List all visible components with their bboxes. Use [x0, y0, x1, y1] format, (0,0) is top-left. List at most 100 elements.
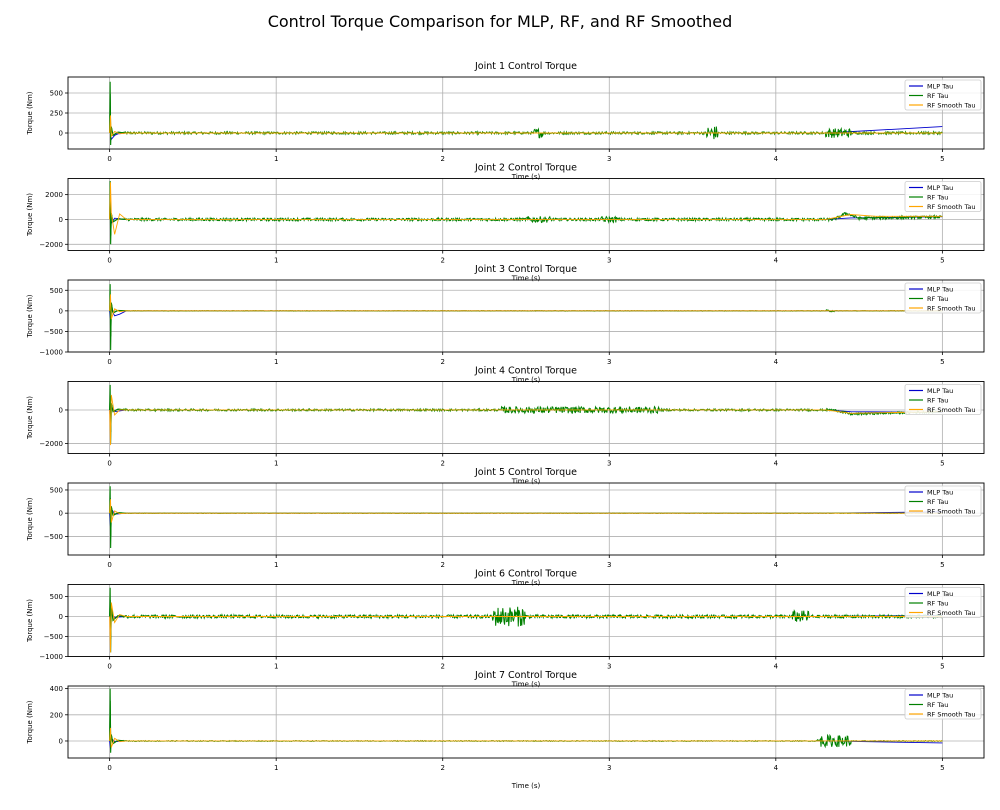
x-tick-label: 3 [607, 561, 611, 569]
subplot-title: Joint 5 Control Torque [474, 467, 577, 478]
series-line [109, 182, 943, 235]
x-tick-label: 4 [774, 155, 779, 163]
y-tick-label: 200 [50, 711, 63, 719]
x-tick-label: 3 [607, 460, 611, 468]
series-group [109, 587, 943, 653]
series-line [109, 700, 943, 749]
series-line [109, 600, 943, 639]
subplot-title: Joint 1 Control Torque [474, 61, 577, 72]
x-axis-label: Time (s) [511, 376, 541, 384]
series-line [109, 394, 943, 446]
y-tick-label: 0 [59, 130, 63, 138]
series-line [109, 296, 943, 337]
legend-box [904, 79, 982, 111]
y-axis-label: Torque (Nm) [26, 700, 34, 744]
x-tick-label: 0 [107, 358, 111, 366]
y-tick-label: −1000 [39, 653, 63, 661]
series-group [109, 688, 943, 753]
x-axis-label: Time (s) [511, 681, 541, 689]
series-group [109, 284, 943, 350]
y-tick-label: 0 [59, 737, 63, 745]
x-axis-label: Time (s) [511, 173, 541, 181]
x-tick-label: 4 [774, 257, 779, 265]
subplot-title: Joint 6 Control Torque [474, 569, 577, 580]
x-tick-label: 5 [940, 561, 944, 569]
x-axis-label: Time (s) [511, 275, 541, 283]
y-tick-label: 500 [50, 287, 63, 295]
x-tick-label: 4 [774, 460, 779, 468]
x-tick-label: 5 [940, 460, 944, 468]
x-tick-label: 1 [274, 358, 278, 366]
x-axis-label: Time (s) [511, 782, 541, 790]
x-tick-label: 1 [274, 155, 278, 163]
legend-label: RF Smooth Tau [927, 101, 975, 109]
x-tick-label: 4 [774, 764, 779, 772]
axes-frame [67, 381, 985, 454]
legend-box [904, 181, 982, 212]
x-tick-label: 2 [440, 764, 444, 772]
x-tick-label: 1 [274, 257, 278, 265]
legend-label: RF Tau [927, 396, 948, 404]
series-line [109, 294, 943, 320]
y-tick-label: −500 [44, 633, 63, 641]
legend-label: RF Tau [927, 498, 948, 506]
x-tick-label: 2 [440, 155, 444, 163]
y-tick-label: −1000 [39, 349, 63, 357]
subplot-joint-6: 0 1 2 3 4 5 −1000 −500 0 500 Joint 6 Control Torqu… [26, 569, 985, 689]
legend-label: MLP Tau [927, 184, 953, 192]
series-line [109, 507, 943, 528]
x-tick-label: 0 [107, 663, 111, 671]
legend-label: RF Smooth Tau [927, 710, 975, 718]
y-tick-label: −500 [44, 328, 63, 336]
x-tick-label: 2 [440, 460, 444, 468]
series-spike [109, 384, 127, 444]
y-tick-label: 500 [50, 593, 63, 601]
x-tick-label: 3 [607, 155, 611, 163]
series-spike [109, 486, 127, 549]
x-tick-label: 0 [107, 561, 111, 569]
legend-label: RF Smooth Tau [927, 507, 975, 515]
subplot-joint-1: 0 1 2 3 4 5 0 250 500 Joint 1 Control Torque Time … [26, 61, 985, 181]
x-tick-label: 2 [440, 257, 444, 265]
x-tick-label: 0 [107, 257, 111, 265]
y-axis-label: Torque (Nm) [26, 91, 34, 135]
y-axis-label: Torque (Nm) [26, 193, 34, 237]
x-tick-label: 2 [440, 561, 444, 569]
legend-label: MLP Tau [927, 590, 953, 598]
x-tick-label: 4 [774, 663, 779, 671]
legend-label: RF Tau [927, 295, 948, 303]
x-tick-label: 3 [607, 358, 611, 366]
series-group [109, 384, 943, 446]
series-group [109, 180, 943, 245]
y-tick-label: 250 [50, 110, 63, 118]
y-tick-label: −2000 [39, 440, 63, 448]
y-axis-label: Torque (Nm) [26, 294, 34, 338]
y-tick-label: 500 [50, 90, 63, 98]
x-tick-label: 0 [107, 764, 111, 772]
y-tick-label: 400 [50, 685, 63, 693]
series-spike [109, 688, 127, 753]
y-axis-label: Torque (Nm) [26, 497, 34, 541]
legend-label: RF Tau [927, 193, 948, 201]
axes-frame [67, 685, 985, 759]
y-axis-label: Torque (Nm) [26, 599, 34, 643]
x-tick-label: 1 [274, 561, 278, 569]
axes-frame [67, 178, 985, 251]
subplot-title: Joint 7 Control Torque [474, 670, 577, 681]
y-tick-label: 2000 [45, 191, 63, 199]
subplot-joint-3: 0 1 2 3 4 5 −1000 −500 0 500 Joint 3 Control Torqu… [26, 264, 985, 384]
y-tick-label: 500 [50, 486, 63, 494]
legend-label: MLP Tau [927, 285, 953, 293]
legend-label: RF Tau [927, 701, 948, 709]
x-tick-label: 4 [774, 358, 779, 366]
series-spike [109, 587, 127, 653]
x-tick-label: 3 [607, 663, 611, 671]
y-tick-label: 0 [59, 510, 63, 518]
subplot-title: Joint 3 Control Torque [474, 264, 577, 275]
